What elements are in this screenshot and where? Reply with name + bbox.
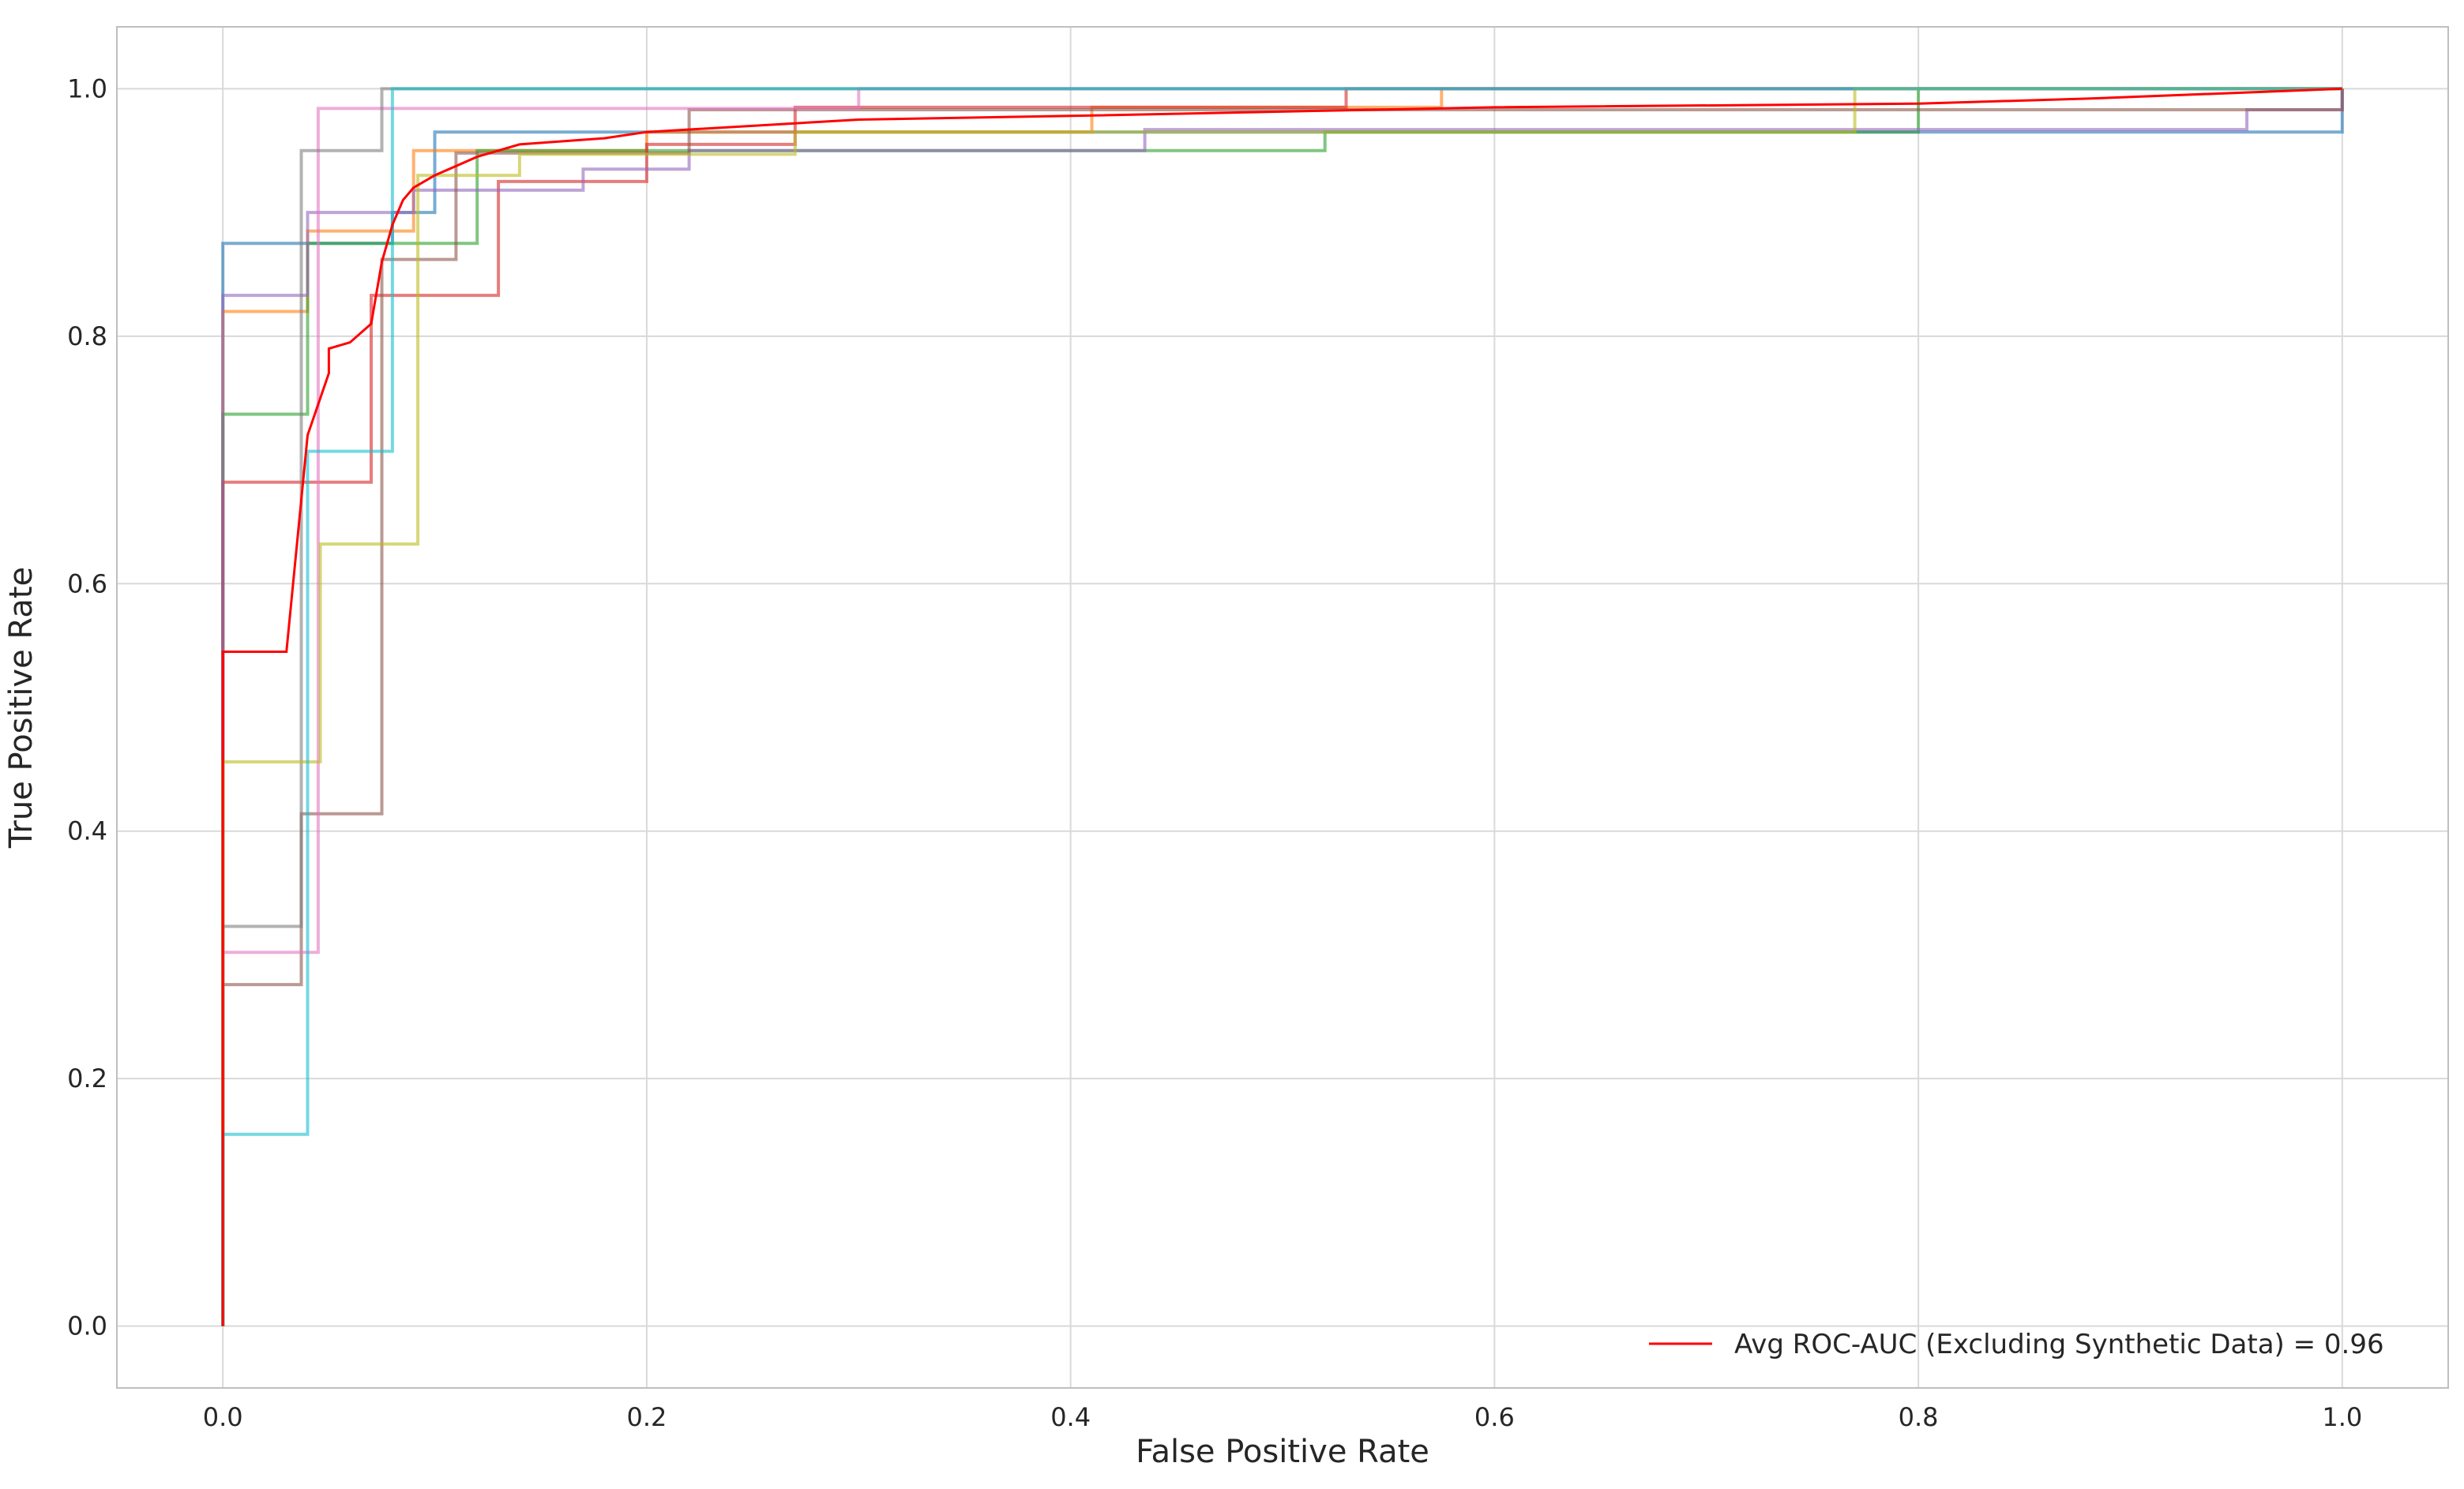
- x-tick-label: 0.8: [1899, 1402, 1939, 1432]
- y-axis-label: True Positive Rate: [3, 567, 39, 849]
- x-tick-label: 0.4: [1050, 1402, 1091, 1432]
- y-tick-label: 0.8: [67, 321, 107, 351]
- series-layer: [221, 87, 2344, 1326]
- series-line-9: [221, 87, 2342, 1326]
- series-line-4: [221, 87, 2342, 1326]
- series-line-5: [221, 88, 2344, 1326]
- y-tick-label: 0.2: [67, 1063, 107, 1093]
- y-tick-label: 1.0: [67, 73, 107, 103]
- tick-labels: 0.0 0.2 0.4 0.6 0.8 1.0 0.0 0.2 0.4 0.6 0.8 1.0: [67, 73, 2362, 1432]
- y-tick-label: 0.4: [67, 816, 107, 846]
- series-line-average: [221, 87, 2342, 1326]
- x-tick-label: 0.2: [626, 1402, 667, 1432]
- series-line-3: [221, 87, 2342, 1326]
- x-tick-label: 0.6: [1474, 1402, 1515, 1432]
- plot-frame: [116, 26, 2449, 1389]
- x-tick-label: 0.0: [203, 1402, 243, 1432]
- legend: Avg ROC-AUC (Excluding Synthetic Data) =…: [1649, 1329, 2384, 1360]
- legend-entry: Avg ROC-AUC (Excluding Synthetic Data) =…: [1734, 1329, 2384, 1360]
- y-tick-label: 0.0: [67, 1311, 107, 1341]
- x-tick-label: 1.0: [2322, 1402, 2362, 1432]
- x-axis-label: False Positive Rate: [1136, 1434, 1429, 1470]
- y-tick-label: 0.6: [67, 568, 107, 598]
